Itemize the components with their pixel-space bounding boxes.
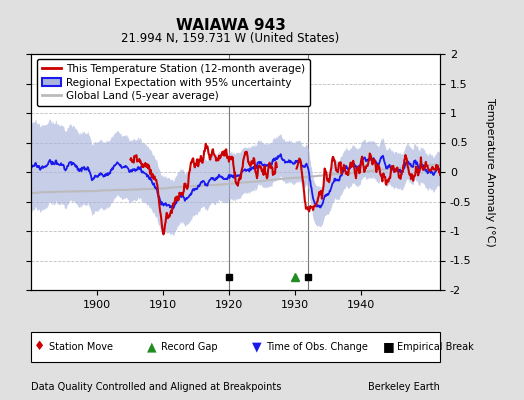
Text: Record Gap: Record Gap — [161, 342, 218, 352]
Text: Station Move: Station Move — [49, 342, 113, 352]
Text: ♦: ♦ — [34, 340, 45, 354]
Legend: This Temperature Station (12-month average), Regional Expectation with 95% uncer: This Temperature Station (12-month avera… — [37, 59, 310, 106]
Text: Data Quality Controlled and Aligned at Breakpoints: Data Quality Controlled and Aligned at B… — [31, 382, 282, 392]
Text: Time of Obs. Change: Time of Obs. Change — [266, 342, 368, 352]
Text: ■: ■ — [383, 340, 394, 354]
Text: Empirical Break: Empirical Break — [397, 342, 474, 352]
Y-axis label: Temperature Anomaly (°C): Temperature Anomaly (°C) — [485, 98, 495, 246]
Text: WAIAWA 943: WAIAWA 943 — [176, 18, 286, 33]
Text: 21.994 N, 159.731 W (United States): 21.994 N, 159.731 W (United States) — [122, 32, 340, 45]
Text: ▼: ▼ — [252, 340, 261, 354]
Text: ▲: ▲ — [147, 340, 156, 354]
Text: Berkeley Earth: Berkeley Earth — [368, 382, 440, 392]
